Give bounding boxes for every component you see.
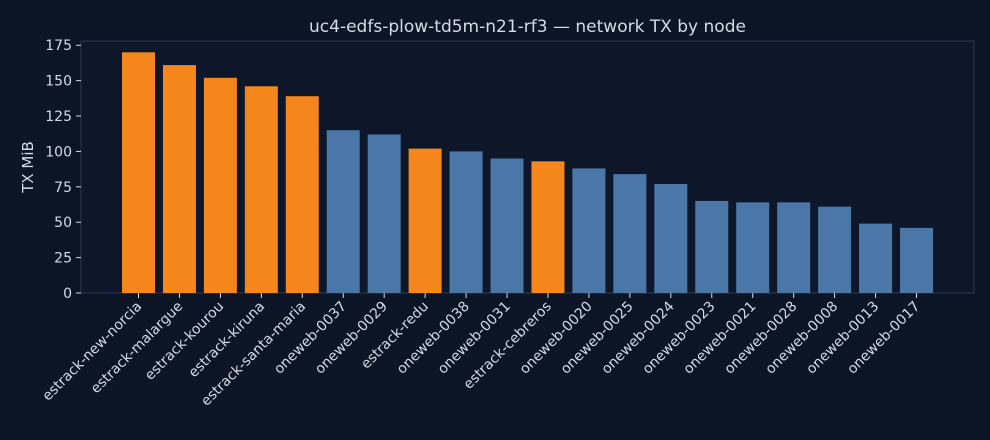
bar-estrack-new-norcia [122,52,155,294]
x-axis: estrack-new-norciaestrack-malargueestrac… [40,293,923,409]
x-tick-label: oneweb-0021 [681,299,760,378]
x-tick-label: oneweb-0038 [394,299,473,378]
bars-group [122,52,933,294]
bar-oneweb-0038 [449,151,483,293]
y-tick-label: 150 [45,74,72,90]
bar-oneweb-0028 [777,202,811,293]
bar-oneweb-0020 [572,168,606,293]
bar-oneweb-0024 [654,183,688,293]
bar-oneweb-0008 [818,206,852,293]
bar-oneweb-0031 [490,158,524,293]
x-tick-label: oneweb-0024 [599,298,678,377]
x-tick-label: oneweb-0008 [762,299,841,378]
bar-estrack-kourou [203,77,237,293]
bar-oneweb-0023 [695,200,729,293]
bar-estrack-santa-maria [285,96,319,293]
x-tick-label: oneweb-0013 [803,299,882,378]
y-tick-label: 175 [45,38,72,54]
bar-estrack-malargue [162,65,196,293]
y-tick-label: 50 [54,215,72,231]
bar-estrack-redu [408,148,442,293]
x-tick-label: oneweb-0031 [435,299,514,378]
y-tick-label: 125 [45,109,72,125]
x-tick-label: oneweb-0028 [722,299,801,378]
chart-title: uc4-edfs-plow-td5m-n21-rf3 — network TX … [309,17,746,37]
y-tick-label: 25 [54,251,72,267]
x-tick-label: oneweb-0017 [844,299,923,378]
bar-oneweb-0025 [613,174,647,293]
y-tick-label: 0 [63,286,72,302]
x-tick-label: oneweb-0037 [271,299,350,378]
bar-estrack-kiruna [244,86,278,293]
bar-estrack-cebreros [531,161,565,293]
x-tick-label: oneweb-0025 [558,299,637,378]
y-tick-label: 100 [45,144,72,160]
x-tick-label: oneweb-0020 [517,299,596,378]
bar-oneweb-0037 [326,130,360,293]
y-tick-label: 75 [54,180,72,196]
bar-oneweb-0017 [900,227,933,293]
x-tick-label: oneweb-0023 [640,299,719,378]
y-axis-label: TX MiB [19,141,37,194]
x-tick-label: oneweb-0029 [312,299,391,378]
bar-oneweb-0021 [736,202,770,293]
y-axis: 0 25 50 75 100 125 150 175 [45,38,81,302]
bar-oneweb-0029 [367,134,401,293]
bar-oneweb-0013 [859,223,893,293]
